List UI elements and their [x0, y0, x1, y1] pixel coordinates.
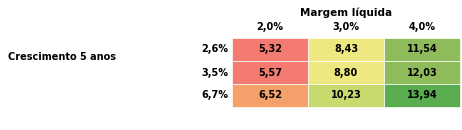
Text: 13,94: 13,94 [407, 90, 438, 100]
Bar [384, 61, 460, 84]
Bar [308, 38, 384, 61]
Text: 5,32: 5,32 [258, 44, 282, 54]
Text: 5,57: 5,57 [258, 67, 282, 77]
Text: 4,0%: 4,0% [408, 22, 436, 32]
Bar [308, 61, 384, 84]
Text: 12,03: 12,03 [407, 67, 438, 77]
Text: 3,0%: 3,0% [333, 22, 359, 32]
Text: Crescimento 5 anos: Crescimento 5 anos [8, 52, 116, 62]
Text: 10,23: 10,23 [331, 90, 361, 100]
Bar [384, 38, 460, 61]
Bar [232, 38, 308, 61]
Text: 6,52: 6,52 [258, 90, 282, 100]
Text: Margem líquida: Margem líquida [300, 8, 392, 18]
Text: 3,5%: 3,5% [201, 67, 228, 77]
Bar [308, 84, 384, 107]
Bar [232, 61, 308, 84]
Text: 11,54: 11,54 [407, 44, 438, 54]
Bar [232, 84, 308, 107]
Text: 8,43: 8,43 [334, 44, 358, 54]
Text: 6,7%: 6,7% [201, 90, 228, 100]
Bar [384, 84, 460, 107]
Text: 8,80: 8,80 [334, 67, 358, 77]
Text: 2,0%: 2,0% [256, 22, 284, 32]
Text: 2,6%: 2,6% [201, 44, 228, 54]
